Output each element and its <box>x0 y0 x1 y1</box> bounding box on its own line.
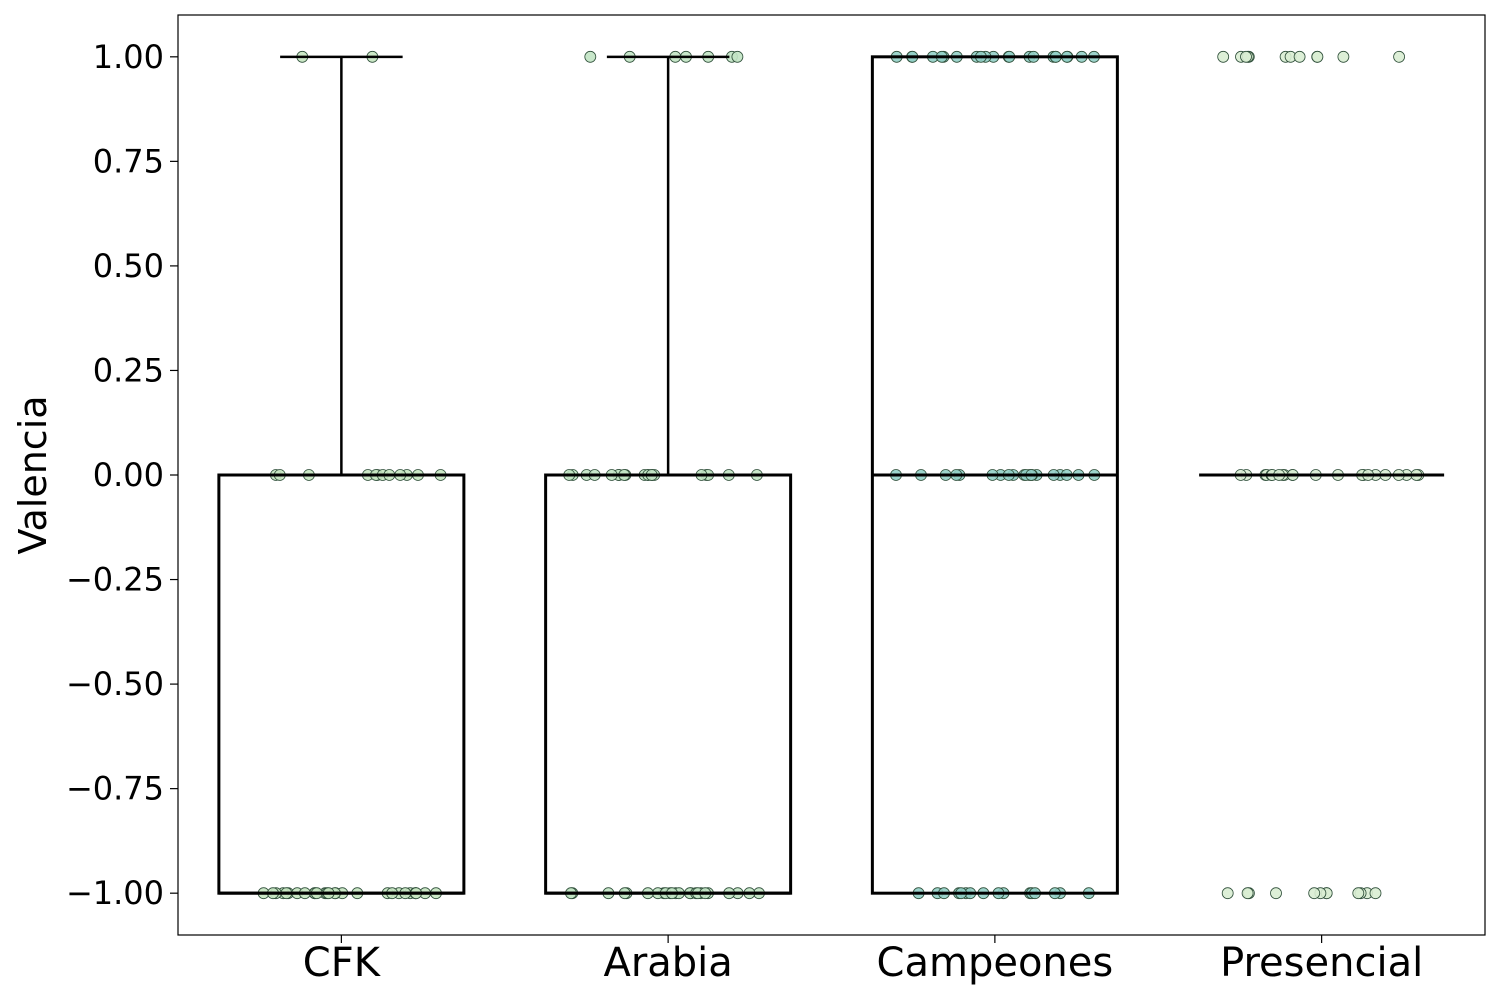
data-point <box>1393 50 1405 63</box>
y-axis: 1.00 0.75 0.50 0.25 0.00 −0.25 −0.50 −0.75 −1.00 <box>66 38 178 912</box>
y-tick-label: 0.50 <box>93 247 164 285</box>
data-point <box>1352 887 1365 900</box>
data-point <box>1308 887 1321 900</box>
x-tick-label: CFK <box>303 940 382 986</box>
data-point <box>1270 887 1282 900</box>
x-tick-label: Arabia <box>603 940 732 986</box>
x-axis: CFK Arabia Campeones Presencial <box>303 935 1423 986</box>
y-tick-label: 0.25 <box>93 351 164 389</box>
box-layer <box>217 55 1445 895</box>
y-tick-label: −0.50 <box>66 665 164 703</box>
x-tick-label: Campeones <box>877 940 1114 986</box>
data-point <box>584 50 597 63</box>
y-tick-label: 0.00 <box>93 456 164 494</box>
y-tick-label: 0.75 <box>93 142 164 180</box>
data-point <box>1369 887 1382 900</box>
data-point <box>731 50 744 63</box>
data-point <box>1293 50 1306 63</box>
x-tick-label: Presencial <box>1220 940 1423 986</box>
y-axis-title: Valencia <box>11 395 55 554</box>
y-tick-label: −0.75 <box>66 770 164 808</box>
box-arabia <box>544 473 793 895</box>
data-point <box>1240 50 1252 63</box>
data-point <box>1217 50 1230 63</box>
data-point <box>1311 50 1324 63</box>
y-tick-label: 1.00 <box>93 38 164 76</box>
y-tick-label: −0.25 <box>66 561 164 599</box>
data-point <box>1221 887 1234 900</box>
y-tick-label: −1.00 <box>66 874 164 912</box>
box-cfk <box>217 473 466 895</box>
data-point <box>1241 887 1254 900</box>
data-point <box>1337 50 1350 63</box>
